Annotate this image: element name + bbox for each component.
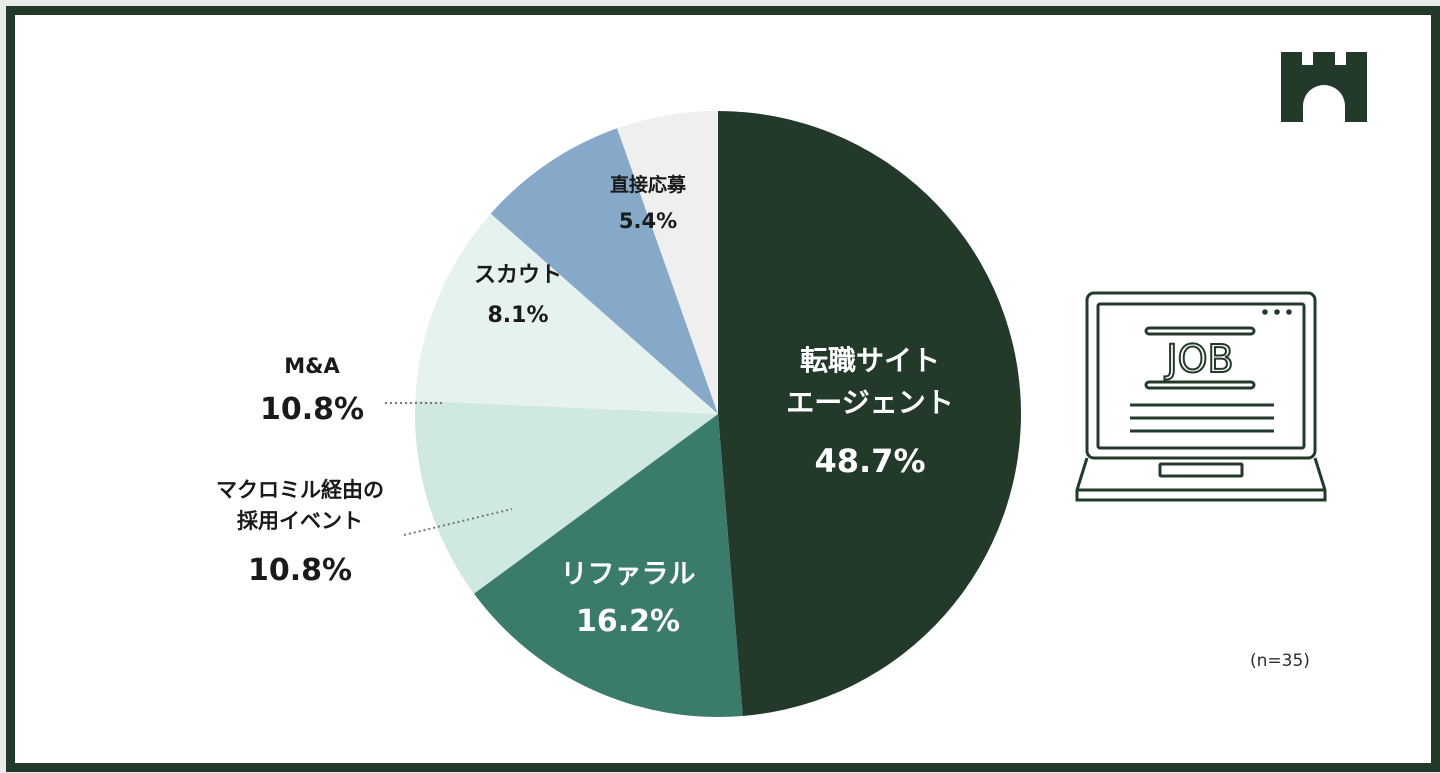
slice-label-4: M&A bbox=[284, 354, 340, 378]
slice-label-3: マクロミル経由の採用イベント bbox=[216, 478, 384, 533]
slice-label-6: 直接応募 bbox=[610, 173, 687, 196]
pie-slice-6 bbox=[617, 111, 718, 414]
pie-slice-1 bbox=[718, 111, 1022, 716]
pie-slice-3 bbox=[415, 400, 718, 594]
slice-label-2: リファラル bbox=[561, 559, 696, 590]
castle-logo-icon bbox=[1281, 52, 1367, 122]
pie-slice-4 bbox=[415, 213, 718, 414]
sample-size-note: (n=35) bbox=[1250, 651, 1310, 671]
leader-line-3 bbox=[403, 508, 513, 536]
slice-label-1: 転職サイトエージェント bbox=[786, 344, 953, 419]
laptop-job-icon: JOB bbox=[1075, 291, 1327, 502]
slice-percent-4: 10.8% bbox=[260, 392, 364, 427]
slice-percent-2: 16.2% bbox=[576, 604, 680, 639]
slice-label-5: スカウト bbox=[474, 263, 562, 288]
slice-percent-1: 48.7% bbox=[814, 442, 925, 480]
slice-percent-3: 10.8% bbox=[248, 553, 352, 588]
pie-slice-5 bbox=[490, 128, 718, 414]
slice-percent-5: 8.1% bbox=[487, 303, 548, 328]
slice-percent-6: 5.4% bbox=[619, 209, 677, 233]
pie-slice-2 bbox=[473, 414, 743, 717]
laptop-screen-text: JOB bbox=[1164, 337, 1233, 381]
